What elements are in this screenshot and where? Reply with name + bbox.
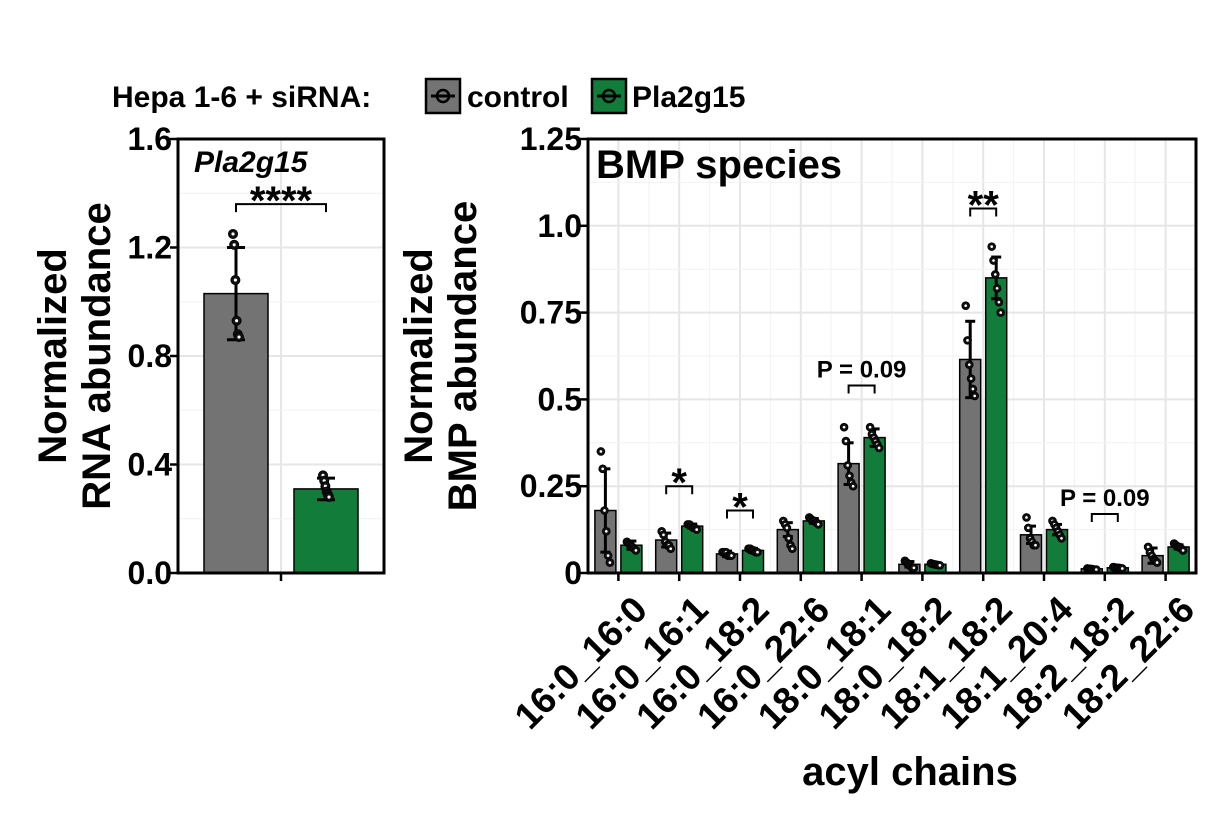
- data-point-center: [848, 474, 851, 478]
- data-point-center: [237, 335, 241, 339]
- data-point-center: [844, 439, 848, 443]
- data-point-center: [608, 561, 612, 564]
- data-point-center: [787, 536, 791, 540]
- data-point-center: [964, 304, 968, 307]
- significance-bracket: [969, 207, 998, 217]
- data-point-center: [966, 339, 969, 342]
- data-point-center: [695, 528, 699, 531]
- y-tick-label: 0.25: [520, 468, 582, 504]
- chart-title: Pla2g15: [194, 146, 309, 179]
- data-point-center: [1146, 545, 1150, 549]
- significance-label: P = 0.09: [817, 357, 907, 384]
- significance-bracket: [1090, 512, 1119, 522]
- data-point-center: [992, 259, 995, 262]
- significance-bracket: [235, 203, 327, 213]
- data-point-center: [790, 547, 794, 551]
- significance-bracket: [726, 509, 754, 519]
- data-point-center: [995, 286, 999, 290]
- significance-bracket: [665, 485, 694, 495]
- data-point-center: [842, 425, 846, 429]
- y-axis-label: Normalized: [31, 248, 75, 464]
- data-point-center: [231, 232, 235, 236]
- significance-label: **: [968, 183, 1000, 227]
- data-point-center: [997, 300, 1001, 304]
- data-point-center: [969, 377, 973, 380]
- x-axis-label: acyl chains: [802, 750, 1018, 794]
- data-point-center: [1034, 543, 1037, 547]
- y-tick-label: 0.75: [520, 295, 582, 331]
- data-point-center: [730, 554, 733, 557]
- y-tick-label: 1.6: [128, 121, 172, 157]
- data-point-center: [846, 464, 850, 467]
- significance-label: P = 0.09: [1060, 485, 1150, 512]
- bar-pla2g15-18-0-18-1: [863, 436, 886, 574]
- data-point-center: [868, 425, 872, 429]
- data-point-center: [1155, 561, 1159, 564]
- bmp-abundance-chart: **P = 0.09**P = 0.0900.250.50.751.01.251…: [397, 121, 1202, 794]
- data-point-center: [938, 564, 942, 567]
- data-point-center: [662, 533, 665, 537]
- data-point-center: [999, 311, 1003, 314]
- y-tick-label: 0.4: [128, 447, 173, 483]
- data-point-center: [606, 554, 610, 557]
- data-point-center: [971, 387, 975, 391]
- data-point-center: [599, 450, 603, 453]
- data-point-center: [1120, 567, 1124, 570]
- data-point-center: [816, 523, 820, 526]
- legend: Hepa 1-6 + siRNA: control Pla2g15: [112, 77, 745, 115]
- data-point-center: [990, 245, 994, 248]
- data-point-center: [601, 467, 605, 471]
- significance-label: *: [732, 486, 748, 530]
- data-point-center: [1094, 568, 1098, 571]
- legend-label-control: control: [467, 81, 569, 114]
- legend-prefix: Hepa 1-6 + siRNA:: [112, 81, 371, 114]
- legend-key-control: [424, 77, 462, 115]
- data-point-center: [1181, 549, 1185, 552]
- data-point-center: [785, 526, 789, 530]
- rna-abundance-chart: **** 0.0 0.4 0.8 1.2 1.6 Pla2g15 Normalized RNA …: [31, 121, 386, 591]
- data-point-center: [1025, 516, 1028, 519]
- y-tick-label: 0.5: [538, 381, 582, 417]
- bar-pla2g15-16-0-16-1: [680, 525, 704, 574]
- data-point-center: [233, 278, 237, 282]
- data-point-center: [604, 530, 608, 533]
- bar-pla2g15-16-0-22-6: [802, 520, 826, 574]
- y-axis-label: RNA abundance: [75, 202, 119, 509]
- data-point-center: [634, 549, 638, 552]
- bar-pla2g15-rna: [293, 488, 359, 574]
- data-point-center: [993, 273, 997, 276]
- legend-label-pla2g15: Pla2g15: [632, 81, 745, 114]
- data-point-center: [912, 566, 916, 570]
- data-point-center: [973, 394, 977, 398]
- significance-label: *: [671, 461, 687, 505]
- data-point-center: [1026, 526, 1030, 530]
- data-point-center: [232, 243, 236, 247]
- y-tick-label: 1.2: [128, 230, 172, 266]
- data-point-center: [327, 495, 331, 499]
- data-point-center: [1060, 536, 1063, 540]
- y-tick-label: 1.25: [520, 121, 582, 157]
- bar-pla2g15-18-1-18-2: [984, 277, 1008, 574]
- data-point-center: [235, 319, 239, 323]
- data-point-center: [851, 484, 855, 488]
- significance-bracket: [847, 384, 876, 394]
- data-point-center: [877, 446, 881, 450]
- plot-frame: [586, 137, 1198, 575]
- y-tick-label: 0: [564, 555, 582, 591]
- data-point-center: [669, 547, 673, 551]
- y-tick-label: 0.0: [128, 555, 172, 591]
- data-point-center: [967, 363, 971, 367]
- y-axis-label: Normalized: [397, 248, 441, 464]
- significance-label: ****: [250, 179, 313, 223]
- y-axis-label: BMP abundance: [441, 201, 485, 511]
- data-point-center: [603, 509, 606, 512]
- data-point-center: [756, 550, 759, 554]
- y-tick-label: 0.8: [128, 338, 172, 374]
- legend-key-pla2g15: [590, 77, 628, 115]
- y-tick-label: 1.0: [538, 208, 582, 244]
- chart-title: BMP species: [596, 143, 842, 187]
